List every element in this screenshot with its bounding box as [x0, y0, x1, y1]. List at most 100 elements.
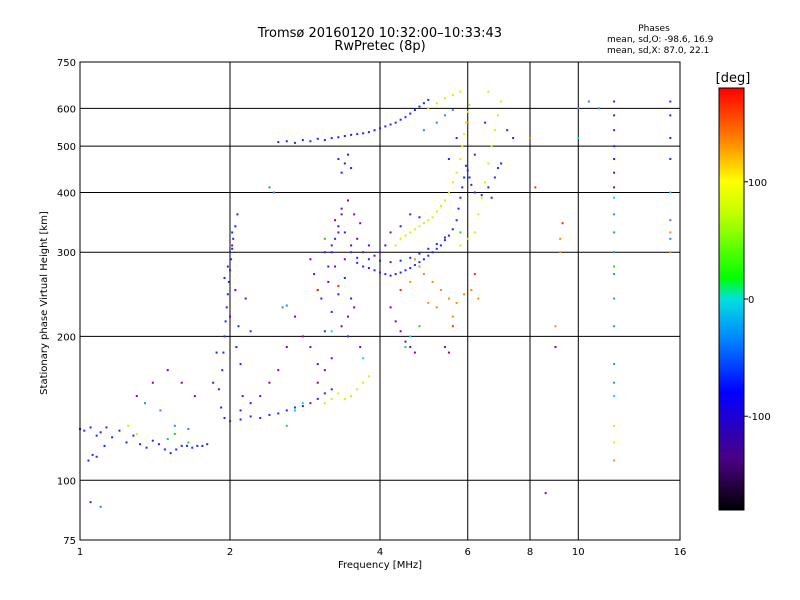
- data-point: [367, 131, 370, 134]
- data-point: [463, 293, 466, 296]
- data-point: [337, 225, 340, 228]
- data-point: [353, 306, 356, 309]
- data-point: [293, 406, 296, 409]
- data-point: [309, 402, 312, 405]
- data-point: [340, 325, 343, 328]
- data-point: [422, 258, 425, 261]
- data-point: [399, 237, 402, 240]
- data-point: [127, 424, 130, 427]
- data-point: [394, 320, 397, 323]
- data-point: [431, 251, 434, 254]
- data-point: [105, 426, 108, 429]
- data-point: [330, 388, 333, 391]
- phase-stats-line-x: mean, sd,X: 87.0, 22.1: [607, 46, 710, 56]
- data-point: [151, 439, 154, 442]
- data-point: [413, 351, 416, 354]
- data-point: [362, 132, 365, 135]
- data-point: [95, 455, 98, 458]
- data-point: [669, 100, 672, 103]
- colorbar-ticks: -100 0 100: [744, 178, 771, 423]
- colorbar-tick-label: -100: [748, 412, 771, 423]
- data-point: [337, 293, 340, 296]
- data-point: [422, 222, 425, 225]
- data-point: [356, 256, 359, 259]
- data-point: [327, 265, 330, 268]
- data-point: [409, 267, 412, 270]
- data-point: [330, 244, 333, 247]
- data-point: [379, 251, 381, 254]
- data-point: [466, 169, 469, 172]
- data-point: [389, 306, 392, 309]
- data-point: [496, 167, 499, 170]
- data-point: [404, 269, 407, 272]
- data-point: [362, 251, 365, 254]
- data-point: [285, 140, 288, 143]
- data-point: [316, 137, 319, 140]
- data-point: [461, 145, 464, 148]
- data-point: [236, 213, 239, 216]
- data-point: [334, 265, 337, 268]
- data-point: [431, 280, 434, 283]
- data-point: [227, 280, 230, 283]
- data-point: [399, 289, 402, 292]
- data-point: [455, 171, 458, 174]
- colorbar-tick-label: 0: [748, 295, 754, 306]
- data-point: [399, 225, 402, 228]
- data-point: [418, 325, 421, 328]
- data-point: [451, 228, 454, 231]
- data-point: [223, 416, 226, 419]
- data-point: [613, 297, 616, 300]
- data-point: [409, 280, 412, 283]
- data-point: [346, 199, 349, 202]
- colorbar-label: [deg]: [716, 71, 751, 86]
- data-point: [359, 222, 362, 225]
- data-point: [367, 244, 370, 247]
- data-point: [487, 90, 490, 93]
- data-point: [277, 369, 280, 372]
- data-point: [237, 325, 240, 328]
- data-point: [443, 236, 446, 239]
- data-point: [223, 335, 226, 338]
- data-point: [373, 254, 376, 257]
- y-tick-label: 600: [57, 104, 76, 115]
- data-point: [451, 93, 454, 96]
- phase-colorbar: [718, 87, 745, 511]
- data-point: [470, 289, 473, 292]
- data-point: [272, 191, 275, 194]
- data-point: [512, 137, 515, 140]
- data-point: [350, 133, 353, 136]
- data-point: [447, 351, 450, 354]
- data-point: [384, 244, 387, 247]
- data-point: [166, 437, 169, 440]
- data-point: [173, 424, 176, 427]
- data-point: [480, 194, 483, 197]
- data-point: [337, 231, 340, 234]
- data-point: [613, 129, 616, 132]
- data-point: [409, 346, 412, 349]
- data-point: [244, 297, 247, 300]
- data-point: [323, 330, 326, 333]
- data-point: [427, 219, 430, 222]
- data-point: [166, 369, 169, 372]
- data-point: [139, 443, 142, 446]
- data-point: [301, 139, 304, 142]
- data-point: [455, 137, 458, 140]
- data-point: [435, 243, 438, 246]
- data-point: [447, 158, 450, 161]
- data-point: [431, 216, 434, 219]
- data-point: [223, 276, 226, 279]
- data-point: [330, 137, 333, 140]
- data-point: [309, 258, 312, 261]
- data-point: [217, 388, 220, 391]
- data-point: [231, 244, 234, 247]
- data-point: [409, 112, 412, 115]
- y-tick-label: 200: [57, 332, 76, 343]
- chart-title: Tromsø 20160120 10:32:00–10:33:43: [257, 26, 503, 41]
- data-point: [559, 237, 562, 240]
- data-point: [496, 114, 499, 117]
- data-point: [529, 137, 531, 140]
- data-point: [413, 264, 416, 267]
- data-point: [91, 453, 94, 456]
- data-point: [350, 395, 353, 398]
- data-point: [301, 405, 304, 408]
